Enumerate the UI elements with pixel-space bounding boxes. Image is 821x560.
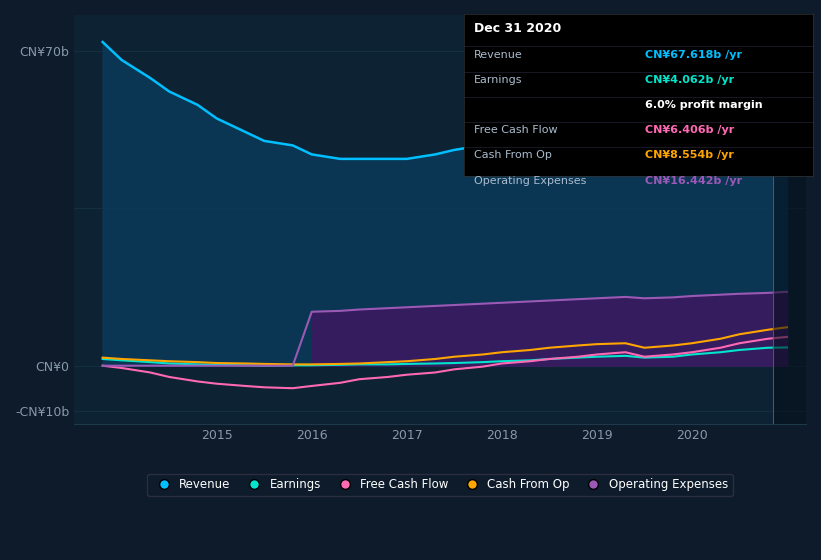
Text: CN¥67.618b /yr: CN¥67.618b /yr <box>645 50 742 60</box>
Text: CN¥16.442b /yr: CN¥16.442b /yr <box>645 176 742 185</box>
Text: Cash From Op: Cash From Op <box>475 151 553 160</box>
Text: Dec 31 2020: Dec 31 2020 <box>475 22 562 35</box>
Text: 6.0% profit margin: 6.0% profit margin <box>645 100 763 110</box>
Text: CN¥8.554b /yr: CN¥8.554b /yr <box>645 151 734 160</box>
Text: Earnings: Earnings <box>475 75 523 85</box>
Text: Operating Expenses: Operating Expenses <box>475 176 587 185</box>
Text: CN¥4.062b /yr: CN¥4.062b /yr <box>645 75 735 85</box>
Bar <box>773 15 806 424</box>
Text: CN¥6.406b /yr: CN¥6.406b /yr <box>645 125 735 136</box>
Text: Revenue: Revenue <box>475 50 523 60</box>
Text: Free Cash Flow: Free Cash Flow <box>475 125 558 136</box>
Legend: Revenue, Earnings, Free Cash Flow, Cash From Op, Operating Expenses: Revenue, Earnings, Free Cash Flow, Cash … <box>148 474 732 496</box>
